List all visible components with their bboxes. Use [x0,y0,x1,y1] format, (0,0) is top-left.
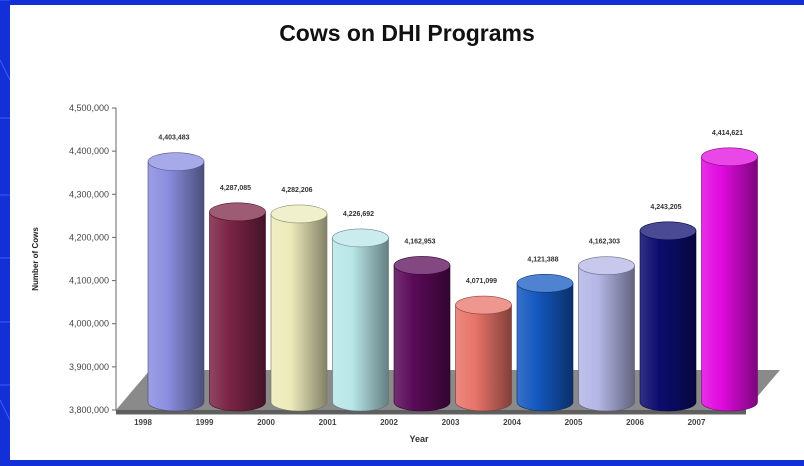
x-tick-label: 2006 [626,418,644,427]
bar-top-1998 [147,152,205,171]
bar-2002 [393,265,451,412]
y-axis-label: Number of Cows [31,227,40,291]
data-label: 4,226,692 [343,211,374,218]
x-axis-label: Year [409,434,429,444]
bar-top-1999 [209,202,266,222]
x-tick-label: 2000 [257,418,275,427]
data-label: 4,287,085 [220,185,251,192]
bar-top-2007 [701,147,758,167]
bar-top-2002 [393,256,451,275]
x-tick-label: 2007 [688,418,706,427]
y-tick-label: 4,500,000 [69,103,109,113]
x-tick-label: 2001 [319,418,337,427]
data-label: 4,243,205 [650,204,681,211]
bar-top-2000 [270,204,328,224]
bar-top-2004 [516,274,574,293]
data-label: 4,403,483 [158,135,189,142]
bar-2000 [270,213,328,412]
chart-title: Cows on DHI Programs [279,20,535,46]
x-tick-label: 1999 [196,418,214,427]
y-tick-label: 4,100,000 [69,276,109,286]
x-tick-label: 1998 [134,418,152,427]
bar-top-2005 [578,256,635,275]
bar-top-2001 [332,228,389,248]
bar-1998 [147,161,205,412]
x-tick-label: 2004 [503,418,521,427]
x-tick-label: 2002 [380,418,398,427]
data-label: 4,071,099 [466,278,497,285]
data-label: 4,162,303 [589,239,620,246]
y-tick-label: 3,800,000 [69,405,109,415]
bar-2001 [332,237,389,412]
y-tick-label: 3,900,000 [69,362,109,372]
bar-2007 [701,156,758,412]
bar-2005 [578,265,635,412]
y-tick-label: 4,200,000 [69,232,109,242]
bar-2006 [639,230,697,412]
x-tick-label: 2005 [565,418,583,427]
y-tick-label: 4,400,000 [69,146,109,156]
data-label: 4,282,206 [281,187,312,194]
bar-2003 [455,304,512,412]
bar-top-2006 [639,221,697,241]
chart-floor-edge [116,410,746,414]
y-tick-label: 4,300,000 [69,189,109,199]
data-label: 4,121,388 [527,256,558,263]
bar-2004 [516,283,574,412]
y-tick-label: 4,000,000 [69,319,109,329]
data-label: 4,414,621 [712,130,743,137]
bar-top-2003 [455,295,512,315]
x-tick-label: 2003 [442,418,460,427]
bar-1999 [209,211,266,412]
data-label: 4,162,953 [404,238,435,245]
